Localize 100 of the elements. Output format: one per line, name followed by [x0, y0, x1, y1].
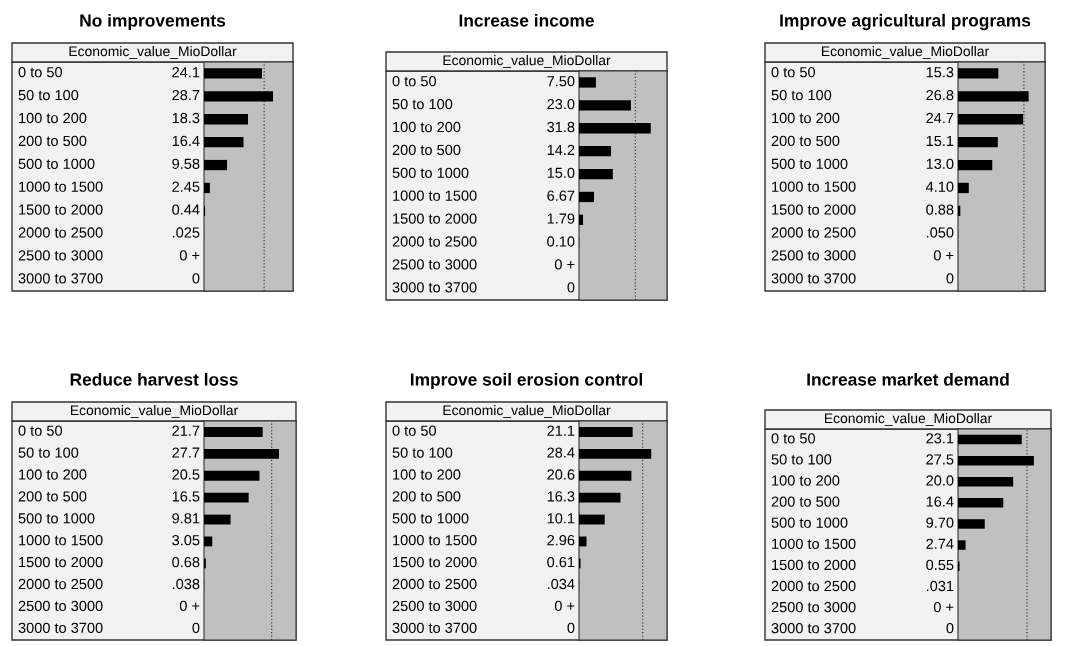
data-label: 0 + — [554, 600, 575, 612]
data-label: 0 + — [933, 601, 954, 613]
chart-title: Reduce harvest loss — [70, 372, 238, 386]
data-label: 21.7 — [172, 425, 200, 436]
category-label: 0 to 50 — [18, 67, 63, 78]
category-label: 3000 to 3700 — [18, 273, 103, 284]
category-label: 1500 to 2000 — [772, 559, 856, 571]
data-label: 0 — [946, 623, 954, 634]
data-label: 15.1 — [926, 135, 954, 147]
data-label: 15.0 — [547, 167, 575, 178]
bar — [579, 492, 621, 503]
chart-subtitle: Economic_value_MioDollar — [443, 55, 611, 68]
data-label: 20.6 — [547, 469, 575, 480]
category-label: 2500 to 3000 — [392, 600, 477, 612]
bar — [958, 540, 966, 550]
bar — [204, 137, 244, 148]
bar — [958, 159, 993, 171]
bar — [579, 77, 596, 88]
bar — [204, 159, 228, 171]
category-label: 2000 to 2500 — [18, 578, 103, 590]
data-label: 2.74 — [926, 538, 954, 549]
data-label: 0 — [946, 273, 954, 284]
category-label: 1500 to 2000 — [772, 204, 856, 215]
category-label: 100 to 200 — [393, 469, 461, 480]
bar — [958, 434, 1022, 445]
category-label: 2000 to 2500 — [771, 227, 856, 238]
data-label: 9.58 — [172, 158, 200, 169]
bar — [579, 427, 633, 437]
bar — [579, 168, 613, 180]
data-label: 0 + — [179, 600, 200, 612]
category-label: 1000 to 1500 — [393, 535, 477, 546]
data-label: 23.0 — [547, 98, 575, 110]
bar — [579, 536, 587, 547]
category-label: 2500 to 3000 — [18, 250, 103, 261]
category-label: 0 to 50 — [392, 425, 437, 436]
chart-title: Increase market demand — [807, 372, 1009, 386]
data-label: 0.68 — [172, 556, 200, 568]
data-label: 9.81 — [172, 513, 200, 524]
data-label: 3.05 — [172, 535, 200, 546]
category-label: 50 to 100 — [392, 447, 453, 458]
bar — [579, 470, 632, 481]
category-label: 100 to 200 — [772, 475, 840, 486]
category-label: 500 to 1000 — [771, 517, 848, 528]
chart-title: Increase income — [459, 13, 594, 27]
category-label: 500 to 1000 — [18, 513, 95, 524]
category-label: 200 to 500 — [392, 491, 461, 502]
category-label: 500 to 1000 — [18, 158, 95, 169]
category-label: 1000 to 1500 — [19, 535, 103, 546]
data-label: 0 — [567, 282, 575, 293]
category-label: 200 to 500 — [392, 144, 461, 156]
data-label: 27.7 — [172, 447, 200, 458]
data-label: 24.7 — [926, 112, 954, 124]
bar — [579, 100, 631, 111]
category-label: 1500 to 2000 — [393, 213, 477, 224]
category-label: 200 to 500 — [18, 135, 87, 147]
bar — [204, 114, 249, 125]
category-label: 50 to 100 — [771, 89, 832, 101]
category-label: 1500 to 2000 — [19, 556, 103, 568]
data-label: 28.4 — [547, 447, 575, 458]
data-label: 0 + — [179, 250, 200, 261]
category-label: 0 to 50 — [18, 425, 63, 436]
category-label: 1000 to 1500 — [393, 190, 477, 201]
bar — [958, 455, 1034, 466]
bar — [958, 182, 969, 194]
data-label: 16.5 — [172, 491, 200, 502]
data-label: 6.67 — [547, 190, 575, 201]
bar — [579, 146, 612, 157]
category-label: 3000 to 3700 — [392, 622, 477, 633]
data-label: 20.0 — [926, 475, 954, 486]
chart-subtitle: Economic_value_MioDollar — [69, 46, 237, 59]
category-label: 2500 to 3000 — [771, 601, 856, 613]
category-label: 0 to 50 — [771, 433, 816, 444]
category-label: 500 to 1000 — [771, 158, 848, 169]
bar — [204, 514, 231, 525]
category-label: 2500 to 3000 — [771, 250, 856, 261]
data-label: .034 — [547, 578, 575, 590]
bar — [579, 514, 605, 525]
bar — [958, 137, 998, 148]
category-label: 1000 to 1500 — [19, 181, 103, 192]
data-label: 2.45 — [172, 181, 200, 192]
bar — [579, 191, 595, 203]
data-label: 26.8 — [926, 89, 954, 101]
chart-title: Improve agricultural programs — [780, 13, 1031, 31]
bar — [579, 448, 652, 459]
category-label: 3000 to 3700 — [771, 273, 856, 284]
bar — [579, 214, 584, 225]
data-label: 0.44 — [172, 204, 200, 215]
bar — [958, 91, 1029, 102]
data-label: 0.55 — [926, 559, 954, 571]
data-label: 7.50 — [547, 76, 575, 87]
bar — [204, 492, 249, 503]
data-label: .025 — [172, 227, 200, 238]
bar — [204, 182, 210, 194]
data-label: 16.4 — [926, 496, 954, 507]
category-label: 500 to 1000 — [392, 167, 469, 178]
data-label: 13.0 — [926, 158, 954, 169]
data-label: 31.8 — [547, 121, 575, 133]
bar — [958, 498, 1004, 508]
data-label: 0 + — [554, 259, 575, 270]
data-label: 0 — [192, 622, 200, 633]
